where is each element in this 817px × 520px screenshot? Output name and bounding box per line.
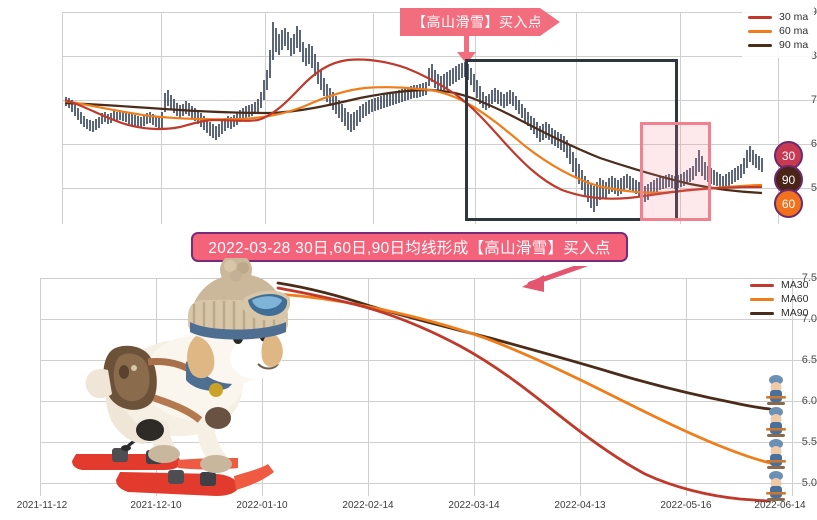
x-tick-7: 2022-06-14 (754, 500, 806, 511)
bottom-y-tick: 7.5 (801, 272, 817, 284)
top-chart-panel: 9 8 7 6 5 (0, 0, 817, 232)
buy-signal-title-text: 2022-03-28 30日,60日,90日均线形成【高山滑雪】买入点 (208, 240, 611, 257)
buy-signal-title-banner: 2022-03-28 30日,60日,90日均线形成【高山滑雪】买入点 (191, 232, 628, 262)
gridline-v (368, 278, 369, 496)
downtrend-region-box[interactable] (465, 59, 678, 221)
legend-row-ma90: MA90 (750, 306, 809, 320)
skiing-dog-figurine (68, 254, 291, 503)
gridline-v (792, 278, 793, 496)
legend-row-ma30: MA30 (750, 278, 809, 292)
legend-swatch-ma30 (750, 283, 774, 287)
x-tick-6: 2022-05-16 (660, 500, 712, 511)
ski-goggles (242, 290, 291, 321)
legend-swatch-30ma (748, 15, 772, 19)
legend-swatch-90ma (748, 43, 772, 47)
legend-swatch-ma60 (750, 297, 774, 301)
x-tick-2: 2022-01-10 (236, 500, 288, 511)
bottom-y-tick: 6.0 (801, 395, 817, 407)
legend-label-30ma: 30 ma (779, 11, 809, 23)
badge-60[interactable]: 60 (774, 189, 803, 218)
legend-row-90ma: 90 ma (748, 38, 809, 52)
legend-swatch-60ma (748, 29, 772, 33)
badge-60-label: 60 (781, 196, 796, 211)
gridline-v (373, 12, 374, 224)
bottom-y-tick: 5.5 (801, 436, 817, 448)
legend-swatch-ma90 (750, 311, 774, 315)
top-y-tick: 6 (810, 138, 817, 150)
x-tick-1: 2021-12-10 (130, 500, 182, 511)
x-tick-3: 2022-02-14 (342, 500, 394, 511)
legend-row-60ma: 60 ma (748, 24, 809, 38)
badge-30-label: 30 (781, 148, 796, 163)
bottom-y-tick: 6.5 (801, 354, 817, 366)
banner-arrow-tip (540, 8, 560, 36)
legend-row-30ma: 30 ma (748, 10, 809, 24)
gridline-v (161, 12, 162, 224)
top-y-tick: 5 (810, 182, 817, 194)
gridline-v (778, 12, 779, 224)
gridline-v (686, 278, 687, 496)
gridline-v (262, 278, 263, 496)
buy-point-banner-text: 【高山滑雪】买入点 (412, 14, 543, 30)
bottom-y-tick: 5.0 (801, 477, 817, 489)
x-tick-5: 2022-04-13 (554, 500, 606, 511)
x-tick-4: 2022-03-14 (448, 500, 500, 511)
gridline-h (40, 278, 817, 279)
bottom-y-tick: 7.0 (801, 313, 817, 325)
legend-label-ma30: MA30 (781, 279, 809, 291)
legend-label-90ma: 90 ma (779, 39, 809, 51)
top-y-tick: 7 (810, 94, 817, 106)
x-axis-labels: 2021-11-12 2021-12-10 2022-01-10 2022-02… (0, 500, 817, 520)
gridline-v (265, 12, 266, 224)
gridline-h (62, 56, 817, 57)
bottom-chart-legend: MA30 MA60 MA90 (744, 274, 816, 326)
buy-zone-highlight[interactable] (640, 122, 711, 221)
legend-row-ma60: MA60 (750, 292, 809, 306)
top-chart-legend: 30 ma 60 ma 90 ma (742, 6, 814, 58)
legend-label-60ma: 60 ma (779, 25, 809, 37)
x-tick-0: 2021-11-12 (16, 500, 68, 511)
backpack (103, 345, 203, 423)
gridline-v (474, 278, 475, 496)
gridline-v (62, 12, 63, 224)
gridline-h (62, 100, 817, 101)
bottom-chart-panel: 7.5 7.0 6.5 6.0 5.5 5.0 MA30 MA60 (0, 254, 817, 520)
badge-90-label: 90 (781, 172, 796, 187)
skiing-dog-image (72, 254, 291, 496)
gridline-v (580, 278, 581, 496)
legend-label-ma90: MA90 (781, 307, 809, 319)
buy-point-banner: 【高山滑雪】买入点 (400, 8, 560, 36)
legend-label-ma60: MA60 (781, 293, 809, 305)
gridline-v (40, 278, 41, 496)
